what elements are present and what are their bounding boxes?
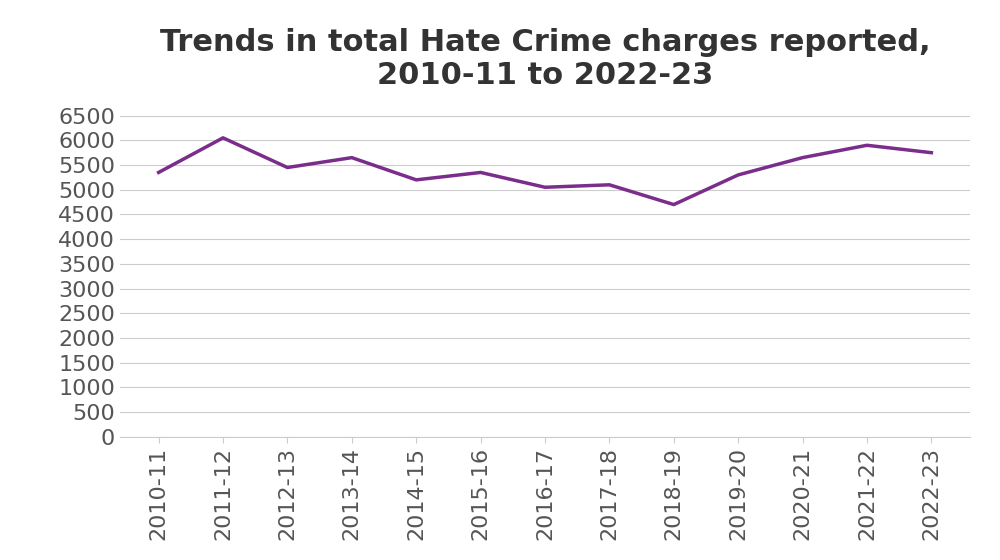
Title: Trends in total Hate Crime charges reported,
2010-11 to 2022-23: Trends in total Hate Crime charges repor…	[160, 27, 930, 90]
